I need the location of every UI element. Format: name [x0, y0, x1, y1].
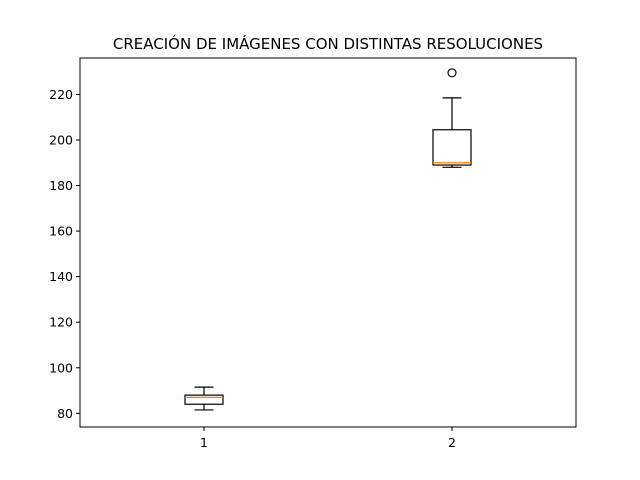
y-tick-label: 100 — [49, 360, 73, 375]
iqr-box — [432, 129, 472, 166]
y-tick-label: 200 — [49, 133, 73, 148]
y-tick-label: 160 — [49, 224, 73, 239]
chart-title: CREACIÓN DE IMÁGENES CON DISTINTAS RESOL… — [113, 34, 543, 53]
x-tick-label: 2 — [448, 435, 456, 450]
x-tick-label: 1 — [200, 435, 208, 450]
y-tick-label: 180 — [49, 178, 73, 193]
y-tick-label: 120 — [49, 315, 73, 330]
y-axis: 80 100 120 140 160 180 200 220 — [49, 87, 80, 421]
plot-frame — [79, 57, 577, 428]
box-group-2 — [432, 68, 472, 168]
y-tick-label: 220 — [49, 87, 73, 102]
box-series — [184, 68, 472, 411]
y-tick-label: 80 — [57, 406, 73, 421]
outlier-point — [447, 68, 457, 78]
box-group-1 — [184, 386, 224, 411]
y-tick-label: 140 — [49, 269, 73, 284]
iqr-box — [184, 394, 224, 405]
